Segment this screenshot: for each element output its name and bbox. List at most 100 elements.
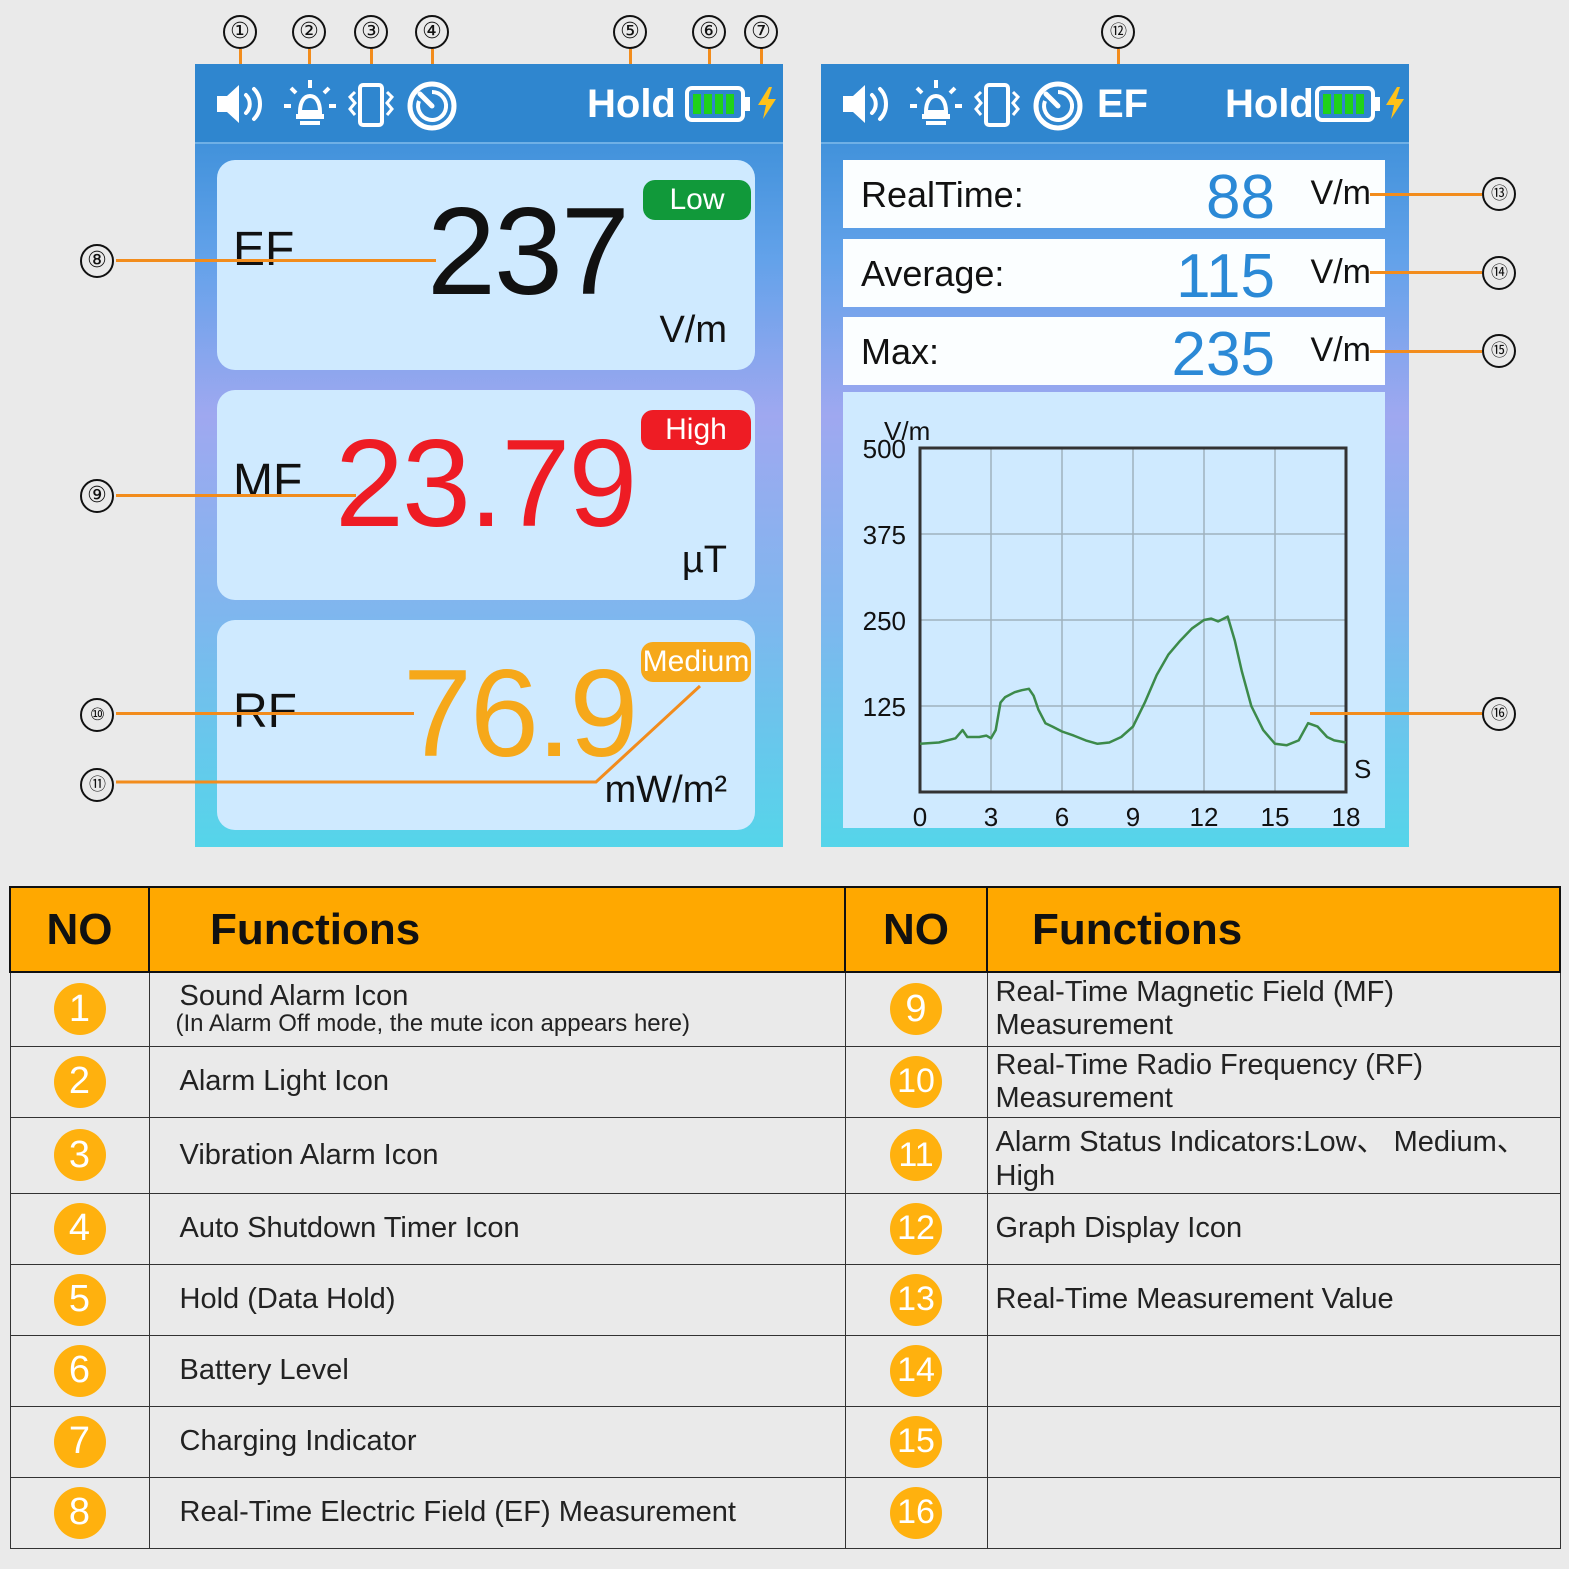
- plot-frame: [918, 446, 1348, 794]
- callout-7: ⑦: [744, 15, 778, 49]
- realtime-label: RealTime:: [861, 174, 1024, 215]
- x-tick-label: 9: [1126, 802, 1140, 828]
- row-number-badge: 11: [890, 1129, 942, 1181]
- mf-card: MF 23.79 µT High: [217, 390, 755, 600]
- row-number-badge: 3: [53, 1129, 106, 1181]
- function-cell: Real-Time Magnetic Field (MF) Measuremen…: [986, 971, 1561, 1047]
- function-text: Auto Shutdown Timer Icon: [179, 1212, 520, 1244]
- meter-screen-graph: EF Hold RealTime: 88 V/m Average: 115 V/…: [821, 64, 1409, 847]
- ef-card: EF 237 V/m Low: [217, 160, 755, 370]
- function-cell: Alarm Status Indicators:Low、 Medium、 Hig…: [986, 1116, 1561, 1194]
- speaker-icon: [843, 85, 888, 123]
- mf-value: 23.79: [335, 415, 637, 553]
- row-number-badge: 15: [890, 1415, 942, 1468]
- leader-16: [1310, 712, 1482, 715]
- x-tick-label: 6: [1055, 802, 1069, 828]
- series-line: [919, 615, 1347, 747]
- realtime-unit: V/m: [1310, 174, 1371, 212]
- mf-status-badge: High: [641, 410, 751, 450]
- row-number-cell: 2: [9, 1045, 150, 1118]
- function-cell: Real-Time Radio Frequency (RF) Measureme…: [986, 1045, 1561, 1118]
- speaker-icon: [217, 85, 262, 123]
- function-text: Charging Indicator: [179, 1425, 417, 1457]
- leader-11: [116, 684, 702, 784]
- leader-15: [1370, 350, 1482, 353]
- timer-icon: [1033, 81, 1083, 131]
- callout-9: ⑨: [80, 479, 114, 513]
- leader-14: [1370, 271, 1482, 274]
- function-cell: Real-Time Electric Field (EF) Measuremen…: [148, 1476, 846, 1549]
- max-unit: V/m: [1310, 331, 1371, 369]
- table-row: 3 Vibration Alarm Icon 11 Alarm Status Indi…: [9, 1116, 1561, 1194]
- graph-mode-label: EF: [1097, 82, 1149, 126]
- row-number-cell: 7: [9, 1405, 150, 1478]
- timer-icon: [407, 81, 457, 131]
- function-cell: Charging Indicator: [148, 1405, 846, 1478]
- max-value: 235: [1171, 320, 1275, 389]
- table-row: 7 Charging Indicator 15: [9, 1405, 1561, 1478]
- header-functions-right: Functions: [986, 886, 1561, 973]
- rf-unit: mW/m²: [604, 769, 727, 811]
- function-cell: Graph Display Icon: [986, 1192, 1561, 1265]
- row-number-cell: 11: [844, 1116, 988, 1194]
- alarm-light-icon: [284, 80, 336, 125]
- row-number-cell: 16: [844, 1476, 988, 1549]
- function-text: Graph Display Icon: [995, 1212, 1243, 1244]
- ef-status-badge: Low: [643, 180, 751, 220]
- row-number-badge: 6: [53, 1344, 106, 1397]
- y-tick-label: 500: [863, 434, 906, 464]
- row-number-cell: 15: [844, 1405, 988, 1478]
- table-row: 8 Real-Time Electric Field (EF) Measureme…: [9, 1476, 1561, 1549]
- row-number-badge: 7: [53, 1415, 106, 1468]
- row-number-badge: 8: [53, 1486, 106, 1539]
- y-tick-label: 250: [863, 606, 906, 636]
- rf-value: 76.9: [403, 645, 638, 783]
- function-cell: Vibration Alarm Icon: [148, 1116, 846, 1194]
- callout-1: ①: [223, 15, 257, 49]
- leader-8: [116, 259, 436, 262]
- function-cell: [986, 1476, 1561, 1549]
- meter-screen-main: Hold EF 237 V/m Low MF 23.79 µT High RF …: [195, 64, 783, 847]
- ef-value: 237: [427, 183, 630, 321]
- hold-label: Hold: [587, 82, 676, 126]
- chart-panel: 0 3 6 9 12 15 18 500 375 250 125 V/m S: [843, 392, 1385, 832]
- average-unit: V/m: [1310, 253, 1371, 291]
- row-number-cell: 1: [9, 971, 150, 1047]
- row-number-cell: 10: [844, 1045, 988, 1118]
- function-cell: [986, 1405, 1561, 1478]
- function-text: Sound Alarm Icon: [179, 979, 409, 1012]
- callout-16: ⑯: [1482, 697, 1516, 731]
- callout-12: ⑫: [1101, 15, 1135, 49]
- x-tick-label: 3: [984, 802, 998, 828]
- function-cell: Hold (Data Hold): [148, 1263, 846, 1336]
- ef-history-chart: 0 3 6 9 12 15 18 500 375 250 125 V/m S: [863, 416, 1372, 832]
- callout-11: ⑪: [80, 768, 114, 802]
- header-no-left: NO: [9, 886, 150, 973]
- vibration-icon: [973, 83, 1021, 127]
- mf-label: MF: [233, 455, 303, 508]
- leader-10: [116, 712, 414, 715]
- realtime-row: RealTime: 88 V/m: [843, 160, 1385, 232]
- row-number-cell: 12: [844, 1192, 988, 1265]
- callout-5: ⑤: [613, 15, 647, 49]
- max-row: Max: 235 V/m: [843, 317, 1385, 389]
- function-text: Hold (Data Hold): [179, 1283, 396, 1315]
- leader-13: [1370, 193, 1482, 196]
- function-subtext: (In Alarm Off mode, the mute icon appear…: [175, 1009, 690, 1037]
- function-cell: [986, 1334, 1561, 1407]
- average-row: Average: 115 V/m: [843, 239, 1385, 311]
- callout-14: ⑭: [1482, 256, 1516, 290]
- callout-2: ②: [292, 15, 326, 49]
- rf-label: RF: [233, 685, 297, 738]
- callout-4: ④: [415, 15, 449, 49]
- row-number-cell: 13: [844, 1263, 988, 1336]
- x-tick-label: 15: [1261, 802, 1290, 828]
- max-label: Max:: [861, 331, 940, 372]
- function-text: Real-Time Electric Field (EF) Measuremen…: [179, 1496, 737, 1528]
- average-label: Average:: [861, 253, 1005, 294]
- row-number-badge: 5: [53, 1273, 106, 1326]
- vibration-icon: [347, 83, 395, 127]
- battery-icon: [685, 86, 750, 122]
- rf-status-badge: Medium: [641, 642, 751, 682]
- table-row: 2 Alarm Light Icon 10 Real-Time Radio Frequ…: [9, 1045, 1561, 1118]
